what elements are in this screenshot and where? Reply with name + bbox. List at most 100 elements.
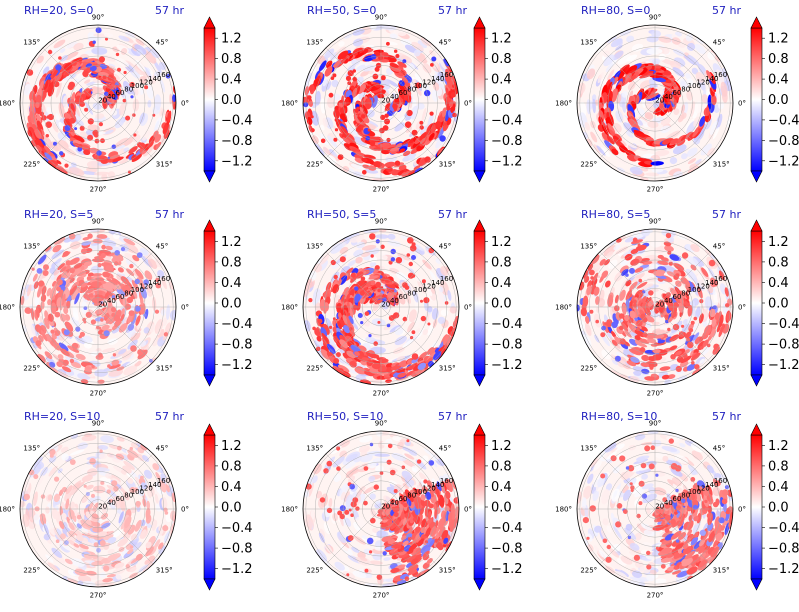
field-cell bbox=[143, 145, 154, 157]
field-cell bbox=[69, 117, 76, 124]
field-cell bbox=[44, 317, 50, 330]
field-cell bbox=[395, 142, 404, 148]
angular-tick-label: 270° bbox=[647, 186, 664, 194]
radial-tick-label: 160 bbox=[714, 71, 727, 79]
field-cell bbox=[76, 534, 84, 542]
field-cell bbox=[378, 254, 388, 261]
field-cell bbox=[720, 81, 728, 97]
field-cell bbox=[51, 547, 63, 559]
field-cell bbox=[96, 150, 102, 156]
field-cell bbox=[48, 465, 58, 477]
field-cell bbox=[47, 299, 52, 306]
field-cell bbox=[346, 367, 358, 374]
field-cell bbox=[112, 156, 124, 162]
field-cell bbox=[590, 254, 600, 265]
field-cell bbox=[145, 541, 152, 549]
field-cell bbox=[343, 238, 351, 244]
field-cell bbox=[64, 163, 69, 168]
radial-tick-label: 140 bbox=[705, 75, 718, 83]
colorbar-tick-label: −1.2 bbox=[491, 358, 523, 373]
field-cell bbox=[397, 372, 407, 378]
field-cell bbox=[630, 271, 640, 278]
polar-frame bbox=[302, 24, 460, 182]
field-cell bbox=[411, 274, 416, 278]
field-cell bbox=[595, 319, 599, 324]
field-cell bbox=[350, 272, 356, 278]
field-cell bbox=[657, 254, 664, 259]
radial-tick-label: 160 bbox=[157, 275, 170, 283]
colorbar-tick-label: −0.4 bbox=[768, 317, 799, 332]
panel-time-label: 57 hr bbox=[712, 4, 741, 17]
field-cell bbox=[375, 234, 389, 239]
field-cell bbox=[362, 535, 368, 540]
field-cell bbox=[99, 449, 103, 453]
field-cell bbox=[320, 124, 325, 131]
field-cell bbox=[698, 313, 704, 324]
field-cell bbox=[339, 107, 347, 114]
colorbar-body bbox=[203, 434, 216, 580]
field-cell bbox=[143, 279, 150, 285]
field-cell bbox=[346, 293, 350, 303]
field-cell bbox=[107, 537, 117, 544]
field-cell bbox=[147, 140, 154, 148]
colorbar-tick-label: 1.2 bbox=[768, 32, 789, 47]
field-cell bbox=[375, 465, 384, 473]
field-cell bbox=[98, 122, 103, 127]
field-cell bbox=[77, 146, 83, 152]
colorbar-tick-label: −1.2 bbox=[221, 154, 253, 169]
field-cell bbox=[53, 493, 61, 503]
field-cell bbox=[123, 70, 127, 75]
field-cell bbox=[651, 30, 662, 38]
field-cell bbox=[355, 280, 364, 289]
field-cell bbox=[331, 79, 339, 88]
field-cell bbox=[167, 110, 172, 123]
field-cell bbox=[357, 313, 363, 318]
field-cell bbox=[142, 497, 147, 508]
field-cell bbox=[62, 250, 70, 257]
field-cell bbox=[71, 60, 77, 66]
field-cell bbox=[23, 83, 32, 96]
colorbar-tick-label: −0.4 bbox=[221, 317, 253, 332]
field-cell bbox=[165, 483, 170, 493]
field-cell bbox=[103, 129, 114, 135]
field-cell bbox=[349, 234, 365, 243]
colorbar-tick-label: 1.2 bbox=[491, 32, 512, 47]
field-cell bbox=[428, 132, 435, 141]
field-cell bbox=[80, 144, 90, 150]
angular-tick-label: 90° bbox=[649, 14, 661, 22]
radial-tick-label: 140 bbox=[705, 279, 718, 287]
field-cell bbox=[710, 277, 717, 286]
field-cell bbox=[632, 237, 638, 243]
field-cell bbox=[616, 38, 623, 46]
field-cell bbox=[69, 267, 75, 274]
field-cell bbox=[155, 260, 162, 268]
field-cell bbox=[370, 346, 386, 354]
field-cell bbox=[432, 82, 440, 91]
field-cell bbox=[165, 73, 171, 79]
field-cell bbox=[364, 583, 379, 587]
field-cell bbox=[100, 435, 114, 443]
field-cell bbox=[636, 281, 648, 289]
field-cell bbox=[359, 290, 365, 296]
field-cell bbox=[718, 314, 724, 328]
field-cell bbox=[659, 366, 671, 371]
field-cell bbox=[333, 274, 338, 280]
field-cell bbox=[94, 138, 100, 144]
field-cell bbox=[725, 303, 730, 308]
field-cell bbox=[158, 62, 166, 71]
polar-frame bbox=[19, 430, 177, 588]
field-cell bbox=[422, 328, 429, 336]
field-cell bbox=[118, 495, 124, 508]
field-cell bbox=[342, 166, 350, 172]
field-cell bbox=[125, 285, 131, 292]
field-cell bbox=[53, 39, 66, 49]
field-cell bbox=[85, 511, 94, 521]
field-cell bbox=[118, 511, 124, 524]
field-cell bbox=[413, 49, 421, 57]
field-cell bbox=[338, 41, 345, 47]
field-cell bbox=[125, 564, 130, 569]
field-cell bbox=[605, 63, 614, 73]
angular-gridline bbox=[380, 102, 437, 159]
field-cell bbox=[64, 540, 69, 545]
field-cell bbox=[699, 346, 704, 350]
